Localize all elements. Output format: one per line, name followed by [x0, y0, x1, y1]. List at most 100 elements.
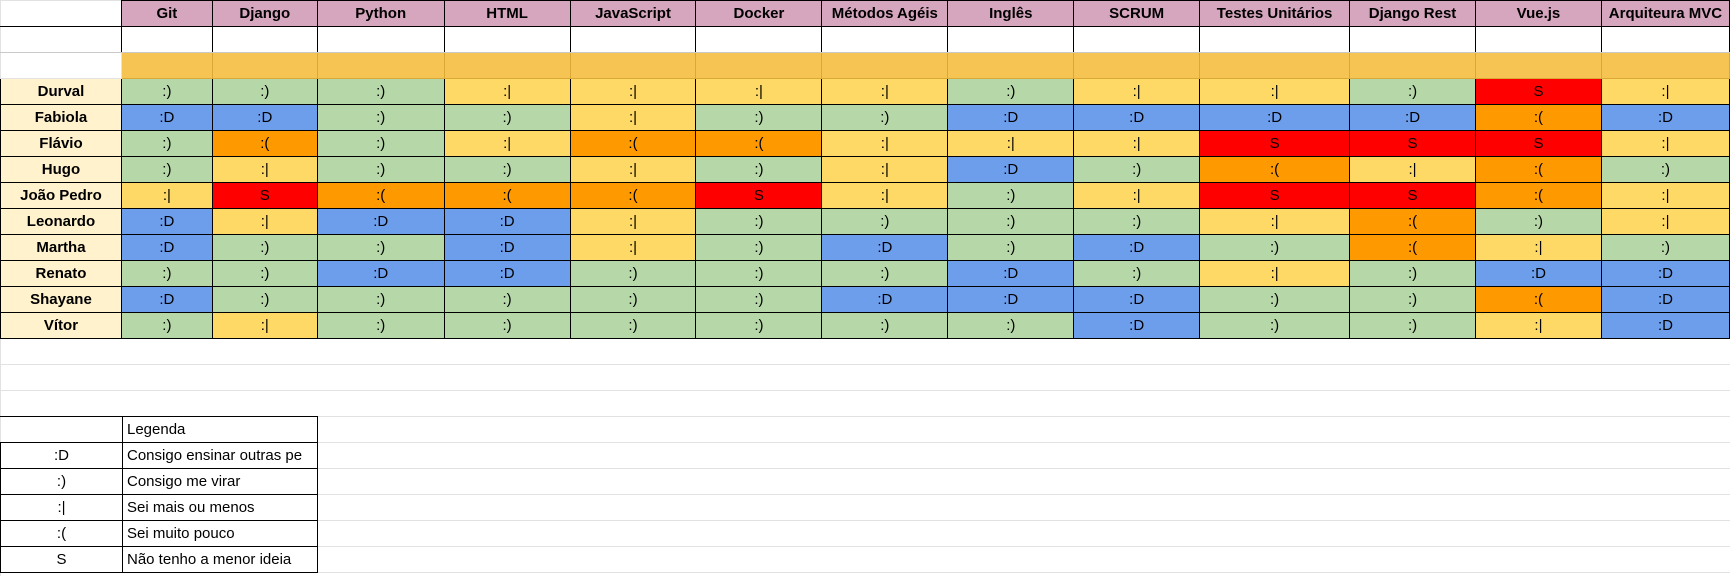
person-name[interactable]: Leonardo	[0, 208, 122, 235]
skill-level-cell[interactable]: :)	[120, 260, 213, 287]
skill-level-cell[interactable]: :)	[695, 104, 823, 131]
skill-level-cell[interactable]: :D	[443, 234, 571, 261]
skill-level-cell[interactable]: :)	[695, 260, 823, 287]
skill-level-cell[interactable]: :D	[120, 208, 213, 235]
skill-level-cell[interactable]: :(	[1475, 156, 1602, 183]
skill-level-cell[interactable]: :)	[1349, 312, 1477, 339]
empty-cell[interactable]	[695, 52, 823, 79]
skill-level-cell[interactable]: :|	[1199, 208, 1351, 235]
skill-header[interactable]: Inglês	[947, 0, 1075, 27]
corner-cell[interactable]	[0, 0, 122, 27]
skill-level-cell[interactable]: S	[211, 182, 318, 209]
skill-level-cell[interactable]: :D	[947, 104, 1075, 131]
skill-level-cell[interactable]: S	[1349, 130, 1477, 157]
skill-level-cell[interactable]: :D	[120, 104, 213, 131]
skill-level-cell[interactable]: :)	[120, 312, 213, 339]
skill-level-cell[interactable]: :)	[947, 78, 1075, 105]
skill-level-cell[interactable]: :|	[211, 312, 318, 339]
skill-level-cell[interactable]: :(	[1475, 182, 1602, 209]
skill-level-cell[interactable]: :|	[947, 130, 1075, 157]
skill-level-cell[interactable]: :)	[120, 156, 213, 183]
skill-level-cell[interactable]: :)	[443, 312, 571, 339]
skill-level-cell[interactable]: :)	[316, 78, 445, 105]
skill-level-cell[interactable]: :)	[211, 260, 318, 287]
person-name[interactable]: Shayane	[0, 286, 122, 313]
skill-level-cell[interactable]: :|	[1600, 182, 1730, 209]
skill-level-cell[interactable]: :|	[1475, 312, 1602, 339]
skill-level-cell[interactable]: :)	[443, 286, 571, 313]
empty-cell[interactable]	[1349, 26, 1477, 53]
person-name[interactable]: Renato	[0, 260, 122, 287]
skill-level-cell[interactable]: :)	[443, 156, 571, 183]
empty-cell[interactable]	[120, 26, 213, 53]
skill-level-cell[interactable]: :|	[1199, 78, 1351, 105]
skill-level-cell[interactable]: :)	[1349, 78, 1477, 105]
skill-level-cell[interactable]: :D	[120, 286, 213, 313]
skill-level-cell[interactable]: :(	[1199, 156, 1351, 183]
empty-cell[interactable]	[211, 52, 318, 79]
skill-level-cell[interactable]: :|	[569, 104, 697, 131]
skill-level-cell[interactable]: :D	[316, 260, 445, 287]
empty-cell[interactable]	[316, 26, 445, 53]
skill-level-cell[interactable]: :D	[821, 286, 949, 313]
skill-level-cell[interactable]: :|	[1600, 208, 1730, 235]
skill-level-cell[interactable]: :D	[1199, 104, 1351, 131]
skill-level-cell[interactable]: :)	[1073, 156, 1201, 183]
skill-level-cell[interactable]: :D	[947, 260, 1075, 287]
legend-symbol[interactable]: :)	[0, 468, 123, 495]
skill-level-cell[interactable]: :D	[947, 156, 1075, 183]
skill-level-cell[interactable]: :|	[1600, 130, 1730, 157]
skill-level-cell[interactable]: :)	[120, 130, 213, 157]
skill-level-cell[interactable]: :)	[947, 312, 1075, 339]
skill-level-cell[interactable]: :)	[1600, 234, 1730, 261]
skill-level-cell[interactable]: :(	[1349, 208, 1477, 235]
skill-level-cell[interactable]: :|	[569, 208, 697, 235]
skill-level-cell[interactable]: :)	[316, 286, 445, 313]
skill-header[interactable]: Docker	[695, 0, 823, 27]
skill-level-cell[interactable]: S	[1475, 130, 1602, 157]
empty-cell[interactable]	[821, 26, 949, 53]
empty-cell[interactable]	[1475, 26, 1602, 53]
person-name[interactable]: Vítor	[0, 312, 122, 339]
skill-level-cell[interactable]: S	[1349, 182, 1477, 209]
skill-level-cell[interactable]: :)	[947, 208, 1075, 235]
skill-level-cell[interactable]: :D	[1073, 286, 1201, 313]
skill-level-cell[interactable]: :)	[821, 260, 949, 287]
skill-level-cell[interactable]: :D	[443, 208, 571, 235]
person-name[interactable]: Durval	[0, 78, 122, 105]
skill-level-cell[interactable]: :)	[211, 286, 318, 313]
legend-label[interactable]: Não tenho a menor ideia	[122, 546, 318, 573]
skill-level-cell[interactable]: :(	[695, 130, 823, 157]
skill-level-cell[interactable]: :D	[1600, 104, 1730, 131]
skill-level-cell[interactable]: :|	[569, 234, 697, 261]
skill-level-cell[interactable]: :)	[316, 130, 445, 157]
skill-level-cell[interactable]: S	[695, 182, 823, 209]
skill-level-cell[interactable]: :)	[821, 104, 949, 131]
skill-level-cell[interactable]: :D	[947, 286, 1075, 313]
skill-level-cell[interactable]: :D	[1073, 312, 1201, 339]
empty-cell[interactable]	[1600, 26, 1730, 53]
empty-cell[interactable]	[316, 52, 445, 79]
skill-level-cell[interactable]: :|	[211, 208, 318, 235]
skill-level-cell[interactable]: :D	[443, 260, 571, 287]
empty-cell[interactable]	[1199, 26, 1351, 53]
skill-level-cell[interactable]: :)	[1199, 234, 1351, 261]
skill-level-cell[interactable]: :)	[316, 156, 445, 183]
empty-cell[interactable]	[947, 26, 1075, 53]
skill-level-cell[interactable]: S	[1475, 78, 1602, 105]
skill-header[interactable]: SCRUM	[1073, 0, 1201, 27]
skill-level-cell[interactable]: :|	[443, 130, 571, 157]
skill-level-cell[interactable]: :)	[1349, 260, 1477, 287]
skill-level-cell[interactable]: :)	[1475, 208, 1602, 235]
skill-level-cell[interactable]: :|	[1600, 78, 1730, 105]
legend-title[interactable]: Legenda	[122, 416, 318, 443]
legend-label[interactable]: Consigo me virar	[122, 468, 318, 495]
skill-level-cell[interactable]: :)	[1073, 208, 1201, 235]
skill-level-cell[interactable]: :D	[1349, 104, 1477, 131]
skill-level-cell[interactable]: :)	[211, 78, 318, 105]
empty-cell[interactable]	[1475, 52, 1602, 79]
empty-cell[interactable]	[443, 26, 571, 53]
skill-level-cell[interactable]: S	[1199, 130, 1351, 157]
skill-header[interactable]: JavaScript	[569, 0, 697, 27]
skill-level-cell[interactable]: :|	[1073, 78, 1201, 105]
